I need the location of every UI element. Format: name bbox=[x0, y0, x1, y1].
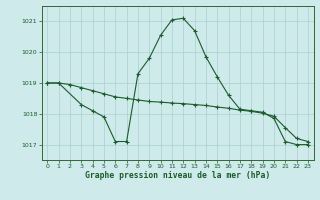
X-axis label: Graphe pression niveau de la mer (hPa): Graphe pression niveau de la mer (hPa) bbox=[85, 171, 270, 180]
